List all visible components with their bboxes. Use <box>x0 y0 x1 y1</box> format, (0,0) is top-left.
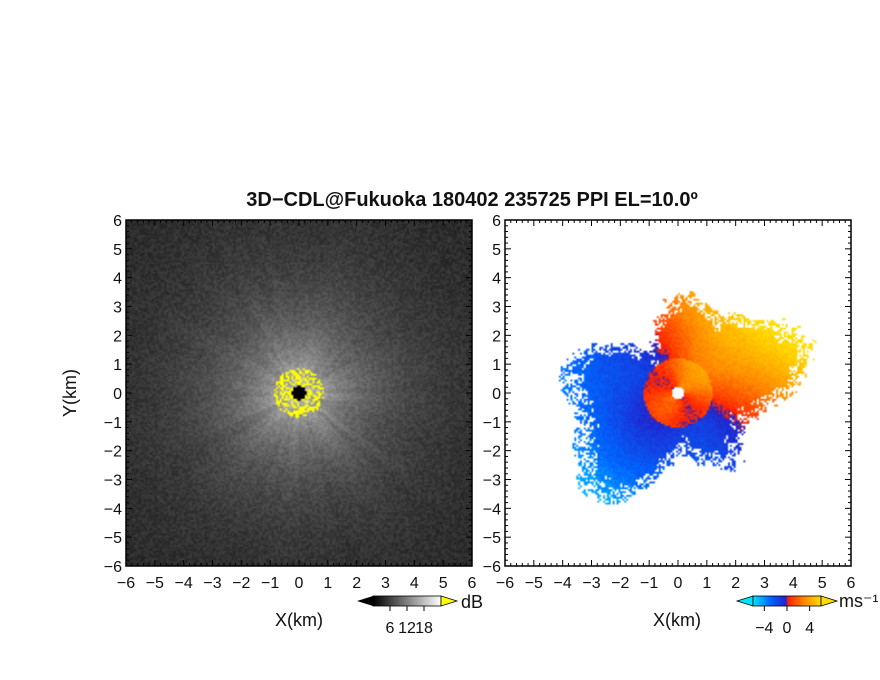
intensity-colorbar: 6 12 18 dB <box>357 592 483 637</box>
y-tick-label: −6 <box>483 559 501 576</box>
x-tick-label: −3 <box>203 575 221 592</box>
y-tick-label: −2 <box>104 444 122 461</box>
y-tick-label: −3 <box>483 473 501 490</box>
y-tick-label: 0 <box>113 386 122 403</box>
y-tick-label: 5 <box>113 242 122 259</box>
x-tick-label: −4 <box>175 575 193 592</box>
y-tick-label: −1 <box>104 415 122 432</box>
x-tick-label: 1 <box>323 575 332 592</box>
y-tick-label: 0 <box>492 386 501 403</box>
y-tick-label: 2 <box>492 328 501 345</box>
x-tick-label: −5 <box>146 575 164 592</box>
y-tick-label: −4 <box>483 501 501 518</box>
colorbar-tick-label: 12 <box>398 620 416 637</box>
y-tick-label: 1 <box>113 357 122 374</box>
x-tick-label: 6 <box>468 575 477 592</box>
x-tick-label: 5 <box>439 575 448 592</box>
intensity-xlabel: X(km) <box>275 610 323 630</box>
x-tick-label: 5 <box>818 575 827 592</box>
x-tick-label: 6 <box>847 575 856 592</box>
velocity-panel: −6 −5 −4 −3 −2 −1 0 1 2 3 4 5 6 −6 −5 −4 −3 −2 −1 0 1 2 3 4 5 6 X… <box>483 213 856 630</box>
y-tick-label: 1 <box>492 357 501 374</box>
y-tick-label: −3 <box>104 473 122 490</box>
x-tick-label: 0 <box>674 575 683 592</box>
velocity-heatmap <box>505 220 851 566</box>
velocity-ticks: −6 −5 −4 −3 −2 −1 0 1 2 3 4 5 6 −6 −5 −4 −3 −2 −1 0 1 2 3 4 5 6 <box>483 213 856 592</box>
intensity-ylabel: Y(km) <box>60 369 80 417</box>
intensity-heatmap <box>126 220 472 566</box>
y-tick-label: 2 <box>113 328 122 345</box>
y-tick-label: 3 <box>492 300 501 317</box>
y-tick-label: −4 <box>104 501 122 518</box>
intensity-colorbar-unit: dB <box>461 592 483 612</box>
colorbar-tick-label: 6 <box>386 620 395 637</box>
x-tick-label: −6 <box>117 575 135 592</box>
y-tick-label: 4 <box>113 271 122 288</box>
x-tick-label: 3 <box>760 575 769 592</box>
x-tick-label: 4 <box>410 575 419 592</box>
y-tick-label: 4 <box>492 271 501 288</box>
intensity-panel: −6 −5 −4 −3 −2 −1 0 1 2 3 4 5 6 −6 −5 −4 −3 −2 −1 0 1 2 3 4 5 6 X… <box>60 213 477 630</box>
y-tick-label: −2 <box>483 444 501 461</box>
y-tick-label: 6 <box>492 213 501 230</box>
y-tick-label: 3 <box>113 300 122 317</box>
y-tick-label: −1 <box>483 415 501 432</box>
y-tick-label: −6 <box>104 559 122 576</box>
x-tick-label: −6 <box>496 575 514 592</box>
x-tick-label: −4 <box>554 575 572 592</box>
y-tick-label: 6 <box>113 213 122 230</box>
chart-title: 3D−CDL@Fukuoka 180402 235725 PPI EL=10.0… <box>246 189 698 211</box>
colorbar-tick-label: 18 <box>415 620 433 637</box>
velocity-colorbar-unit: ms⁻¹ <box>839 591 879 611</box>
intensity-ticks: −6 −5 −4 −3 −2 −1 0 1 2 3 4 5 6 −6 −5 −4 −3 −2 −1 0 1 2 3 4 5 6 <box>104 213 477 592</box>
x-tick-label: −1 <box>640 575 658 592</box>
x-tick-label: −1 <box>261 575 279 592</box>
x-tick-label: 1 <box>702 575 711 592</box>
x-tick-label: 2 <box>352 575 361 592</box>
velocity-colorbar: −4 0 4 ms⁻¹ <box>735 591 879 637</box>
x-tick-label: −2 <box>611 575 629 592</box>
colorbar-tick-label: 0 <box>783 620 792 637</box>
x-tick-label: 2 <box>731 575 740 592</box>
colorbar-tick-label: 4 <box>805 620 814 637</box>
y-tick-label: −5 <box>483 530 501 547</box>
x-tick-label: 3 <box>381 575 390 592</box>
x-tick-label: −2 <box>232 575 250 592</box>
y-tick-label: 5 <box>492 242 501 259</box>
x-tick-label: −3 <box>582 575 600 592</box>
x-tick-label: 4 <box>789 575 798 592</box>
x-tick-label: 0 <box>295 575 304 592</box>
y-tick-label: −5 <box>104 530 122 547</box>
velocity-xlabel: X(km) <box>653 610 701 630</box>
colorbar-tick-label: −4 <box>755 620 773 637</box>
x-tick-label: −5 <box>525 575 543 592</box>
